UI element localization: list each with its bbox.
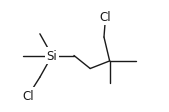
Text: Cl: Cl [23,89,34,102]
Text: Si: Si [47,50,57,62]
Text: Cl: Cl [100,11,111,24]
